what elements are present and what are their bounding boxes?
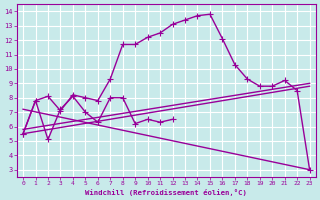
X-axis label: Windchill (Refroidissement éolien,°C): Windchill (Refroidissement éolien,°C)	[85, 189, 247, 196]
